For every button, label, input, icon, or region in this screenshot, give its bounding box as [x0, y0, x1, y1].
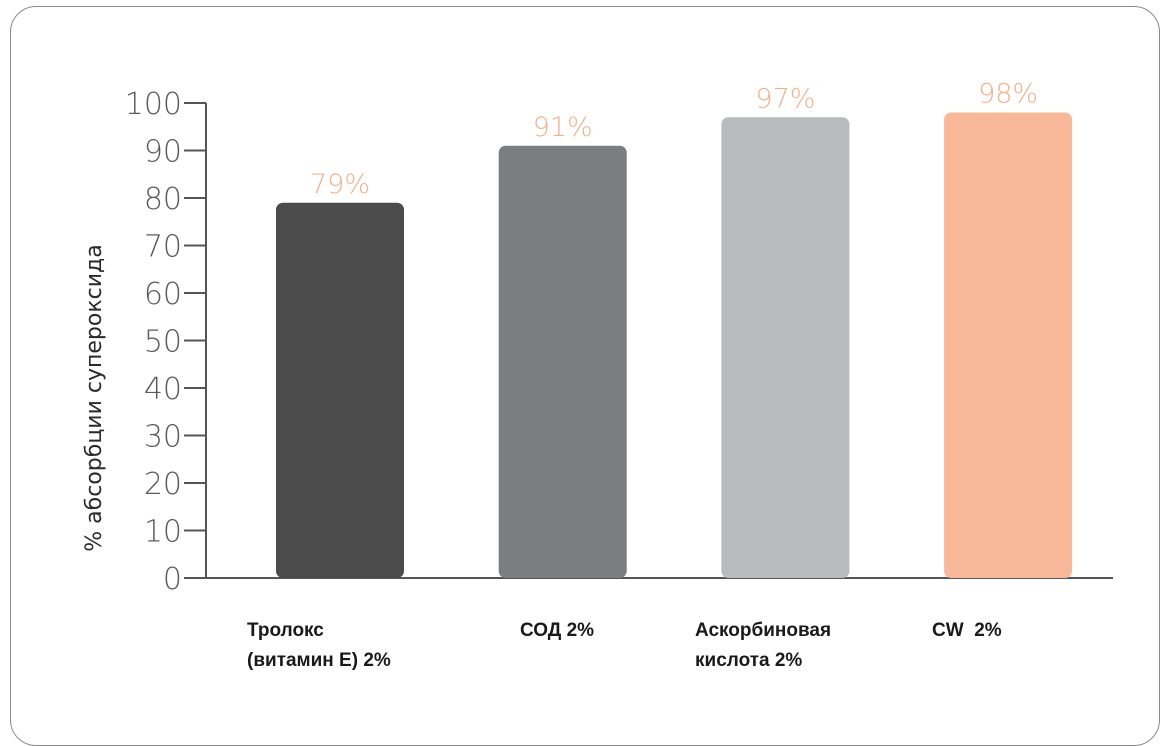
y-tick-label: 60	[144, 277, 182, 312]
category-label: Аскорбиновая кислота 2%	[695, 616, 831, 676]
category-label: CW 2%	[932, 616, 1002, 646]
category-label-line: СОД 2%	[520, 620, 595, 641]
y-tick-label: 70	[144, 230, 182, 265]
y-tick-label: 100	[125, 87, 182, 122]
bar-value-label: 97%	[755, 83, 815, 114]
y-tick-label: 80	[144, 182, 182, 217]
category-label-line: (витамин Е) 2%	[247, 650, 391, 671]
bar	[276, 202, 404, 578]
data-labels: 79% 91% 97% 98%	[310, 79, 1038, 200]
category-label-line: Тролокс	[247, 620, 324, 641]
bars	[276, 112, 1073, 578]
category-label-line: кислота 2%	[695, 650, 803, 671]
y-tick-label: 0	[163, 562, 182, 597]
y-tick-label: 10	[144, 515, 182, 550]
bar-value-label: 79%	[310, 169, 370, 200]
bar	[498, 145, 627, 578]
bar-value-label: 91%	[533, 112, 593, 143]
y-tick-label: 50	[144, 325, 182, 360]
category-label-line: Аскорбиновая	[695, 620, 832, 641]
y-tick-label: 40	[144, 372, 182, 407]
y-tick-label: 90	[144, 135, 182, 170]
y-axis-label: % абсорбции супероксида	[82, 244, 107, 551]
category-label-line: CW 2%	[932, 620, 1002, 641]
category-label: СОД 2%	[520, 616, 594, 646]
bar-value-label: 98%	[978, 79, 1038, 110]
bar	[944, 112, 1073, 578]
y-tick-label: 20	[144, 467, 182, 502]
y-tick-label: 30	[144, 420, 182, 455]
bar	[721, 117, 850, 578]
category-label: Тролокс (витамин Е) 2%	[247, 616, 391, 676]
